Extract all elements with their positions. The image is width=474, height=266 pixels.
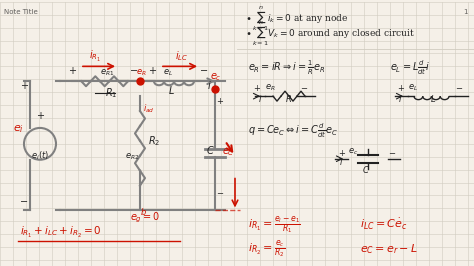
Text: $L$: $L$: [430, 93, 436, 104]
Text: $R_1$: $R_1$: [105, 86, 118, 100]
Text: $e_R$: $e_R$: [265, 82, 276, 93]
Text: $e_g = 0$: $e_g = 0$: [130, 211, 160, 225]
Text: +: +: [20, 81, 28, 91]
Text: $\sum_{k=1}^{n} i_k = 0$ at any node: $\sum_{k=1}^{n} i_k = 0$ at any node: [252, 5, 348, 33]
Text: $b$: $b$: [140, 206, 147, 217]
Text: $e_L = L\frac{d}{dt}i$: $e_L = L\frac{d}{dt}i$: [390, 59, 430, 77]
Text: −: −: [20, 197, 28, 207]
Text: 1: 1: [464, 9, 468, 15]
Text: $C$: $C$: [362, 164, 370, 175]
Text: +: +: [397, 84, 404, 93]
Text: $e_{R1}$: $e_{R1}$: [100, 67, 114, 78]
Text: $e_C$: $e_C$: [222, 146, 235, 157]
Text: $i$: $i$: [258, 93, 262, 104]
Text: $e_c$: $e_c$: [210, 71, 222, 83]
Text: $i_{R_2} = \frac{e_c}{R_2}$: $i_{R_2} = \frac{e_c}{R_2}$: [248, 239, 285, 260]
Text: Note Title: Note Title: [4, 9, 38, 15]
Text: $i_{LC} = C\dot{e}_c$: $i_{LC} = C\dot{e}_c$: [360, 217, 408, 232]
Text: $R$: $R$: [285, 93, 292, 104]
Text: $i_{R_1} + i_{LC} + i_{R_2} = 0$: $i_{R_1} + i_{LC} + i_{R_2} = 0$: [20, 225, 102, 240]
Text: $e_L$: $e_L$: [163, 67, 173, 78]
Text: $i_{LC}$: $i_{LC}$: [175, 49, 189, 63]
Text: $\bullet$: $\bullet$: [245, 27, 251, 36]
Text: $e_i(t)$: $e_i(t)$: [31, 150, 49, 162]
Text: +: +: [148, 66, 156, 76]
Text: −: −: [130, 66, 138, 76]
Text: $i$: $i$: [398, 93, 402, 104]
Text: $e_i$: $e_i$: [12, 123, 24, 135]
Text: $q = Ce_C \Leftrightarrow i = C\frac{d}{dt}e_C$: $q = Ce_C \Leftrightarrow i = C\frac{d}{…: [248, 122, 338, 140]
Text: $i$: $i$: [207, 79, 212, 91]
Text: +: +: [338, 149, 345, 158]
Text: −: −: [388, 149, 395, 158]
Text: −: −: [300, 84, 307, 93]
Text: $L$: $L$: [168, 84, 175, 96]
Text: −: −: [200, 66, 208, 76]
Text: +: +: [68, 66, 76, 76]
Text: $e_c$: $e_c$: [348, 147, 358, 157]
Text: $i_{ad}$: $i_{ad}$: [143, 102, 155, 115]
Text: $e_L$: $e_L$: [408, 82, 418, 93]
Text: $\sum_{k=1}^{n} V_k = 0$ around any closed circuit: $\sum_{k=1}^{n} V_k = 0$ around any clos…: [252, 19, 415, 48]
Text: $i_{R_1}$: $i_{R_1}$: [89, 49, 101, 64]
Text: $R_2$: $R_2$: [148, 134, 160, 148]
Text: −: −: [216, 189, 223, 198]
Text: +: +: [253, 84, 260, 93]
Text: $C$: $C$: [206, 144, 215, 156]
Text: $e_R = iR \Rightarrow i = \frac{1}{R}e_R$: $e_R = iR \Rightarrow i = \frac{1}{R}e_R…: [248, 59, 325, 77]
Text: +: +: [216, 97, 223, 106]
Text: +: +: [36, 111, 44, 121]
Text: $\bullet$: $\bullet$: [245, 12, 251, 22]
Text: −: −: [455, 84, 462, 93]
Text: $e_C = e_r - L$: $e_C = e_r - L$: [360, 242, 418, 256]
Text: $e_{R2}$: $e_{R2}$: [125, 152, 139, 162]
Text: $i_{R_1} = \frac{e_i - e_1}{R_1}$: $i_{R_1} = \frac{e_i - e_1}{R_1}$: [248, 215, 301, 236]
Text: $e_R$: $e_R$: [136, 67, 146, 78]
Text: $i$: $i$: [339, 156, 343, 167]
